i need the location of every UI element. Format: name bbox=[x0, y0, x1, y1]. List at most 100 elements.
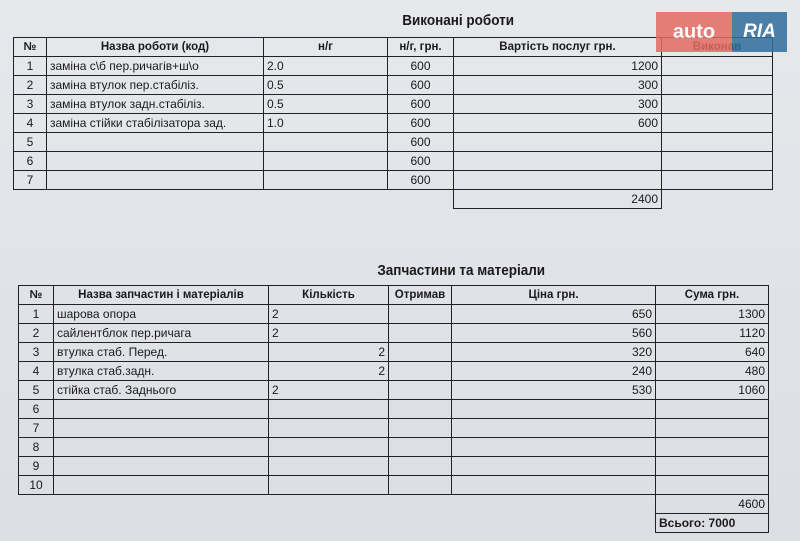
work-name: заміна стійки стабілізатора зад. bbox=[46, 113, 264, 133]
row-number: 4 bbox=[18, 361, 54, 381]
header-cell: Сума грн. bbox=[655, 285, 769, 305]
header-cell: Назва роботи (код) bbox=[46, 37, 264, 57]
sum bbox=[655, 399, 769, 419]
header-cell: Назва запчастин і матеріалів bbox=[53, 285, 269, 305]
performer bbox=[661, 151, 773, 171]
work-name bbox=[46, 151, 264, 171]
part-name: втулка стаб. Перед. bbox=[53, 342, 269, 362]
blank bbox=[662, 190, 773, 209]
quantity bbox=[268, 475, 389, 495]
received bbox=[388, 437, 452, 457]
norm-hours bbox=[263, 170, 388, 190]
works-total: 2400 bbox=[453, 189, 662, 209]
sum bbox=[655, 437, 769, 457]
table-row: 4 заміна стійки стабілізатора зад. 1.0 600 6… bbox=[13, 113, 773, 133]
service-cost bbox=[453, 132, 662, 152]
norm-hours: 0.5 bbox=[263, 75, 388, 95]
sum bbox=[655, 456, 769, 476]
grand-total: Всього: 7000 bbox=[655, 513, 769, 533]
header-cell: Отримав bbox=[388, 285, 452, 305]
grand-total-row: Всього: 7000 bbox=[19, 513, 769, 533]
blank bbox=[269, 495, 389, 514]
norm-hours: 1.0 bbox=[263, 113, 388, 133]
blank bbox=[19, 495, 54, 514]
table-row: 4 втулка стаб.задн. 2 240 480 bbox=[18, 361, 769, 381]
norm-hours: 0.5 bbox=[263, 94, 388, 114]
price bbox=[451, 456, 656, 476]
quantity: 2 bbox=[268, 361, 389, 381]
received bbox=[388, 304, 452, 324]
header-cell: н/г bbox=[263, 37, 388, 57]
received bbox=[388, 323, 452, 343]
header-cell: № bbox=[13, 37, 47, 57]
price: 650 bbox=[451, 304, 656, 324]
sum: 1120 bbox=[655, 323, 769, 343]
header-cell: Вартість послуг грн. bbox=[453, 37, 662, 57]
sum: 640 bbox=[655, 342, 769, 362]
header-cell: № bbox=[18, 285, 54, 305]
work-name: заміна с\б пер.ричагів+ш\о bbox=[46, 56, 264, 76]
hour-rate: 600 bbox=[387, 56, 454, 76]
norm-hours: 2.0 bbox=[263, 56, 388, 76]
received bbox=[388, 380, 452, 400]
received bbox=[388, 361, 452, 381]
row-number: 6 bbox=[13, 151, 47, 171]
sum bbox=[655, 418, 769, 438]
row-number: 10 bbox=[18, 475, 54, 495]
part-name: шарова опора bbox=[53, 304, 269, 324]
row-number: 5 bbox=[18, 380, 54, 400]
work-name: заміна втулок задн.стабіліз. bbox=[46, 94, 264, 114]
received bbox=[388, 418, 452, 438]
autoria-watermark-logo: auto RIA bbox=[656, 12, 787, 52]
total-row: 2400 bbox=[14, 189, 773, 209]
part-name: втулка стаб.задн. bbox=[53, 361, 269, 381]
work-name bbox=[46, 132, 264, 152]
blank bbox=[54, 495, 269, 514]
table-row: 5 600 bbox=[13, 132, 773, 152]
quantity: 2 bbox=[268, 323, 389, 343]
blank bbox=[19, 514, 54, 533]
performer bbox=[661, 94, 773, 114]
quantity bbox=[268, 437, 389, 457]
header-cell: н/г, грн. bbox=[387, 37, 454, 57]
service-cost: 600 bbox=[453, 113, 662, 133]
service-cost: 300 bbox=[453, 75, 662, 95]
blank bbox=[54, 514, 269, 533]
blank bbox=[14, 190, 47, 209]
row-number: 7 bbox=[13, 170, 47, 190]
received bbox=[388, 399, 452, 419]
header-cell: Ціна грн. bbox=[451, 285, 656, 305]
quantity bbox=[268, 418, 389, 438]
row-number: 2 bbox=[13, 75, 47, 95]
parts-table: № Назва запчастин і матеріалів Кількість От… bbox=[18, 285, 769, 533]
sum bbox=[655, 475, 769, 495]
price: 560 bbox=[451, 323, 656, 343]
sum: 480 bbox=[655, 361, 769, 381]
parts-title: Запчастини та матеріали bbox=[377, 262, 546, 279]
quantity: 2 bbox=[268, 380, 389, 400]
table-row: 5 стійка стаб. Заднього 2 530 1060 bbox=[18, 380, 769, 400]
works-table: № Назва роботи (код) н/г н/г, грн. Вартість … bbox=[13, 37, 773, 209]
price bbox=[451, 437, 656, 457]
total-row: 4600 bbox=[19, 494, 769, 514]
blank bbox=[388, 190, 454, 209]
row-number: 6 bbox=[18, 399, 54, 419]
table-row: 10 bbox=[18, 475, 769, 495]
row-number: 8 bbox=[18, 437, 54, 457]
table-row: 2 сайлентблок пер.ричага 2 560 1120 bbox=[18, 323, 769, 343]
blank bbox=[452, 495, 656, 514]
table-row: 1 шарова опора 2 650 1300 bbox=[18, 304, 769, 324]
header-cell: Кількість bbox=[268, 285, 389, 305]
table-row: 7 600 bbox=[13, 170, 773, 190]
performer bbox=[661, 132, 773, 152]
works-title: Виконані роботи bbox=[402, 12, 515, 29]
performer bbox=[661, 170, 773, 190]
quantity bbox=[268, 456, 389, 476]
row-number: 4 bbox=[13, 113, 47, 133]
price: 240 bbox=[451, 361, 656, 381]
service-cost bbox=[453, 151, 662, 171]
work-name bbox=[46, 170, 264, 190]
service-cost: 1200 bbox=[453, 56, 662, 76]
quantity bbox=[268, 399, 389, 419]
price bbox=[451, 418, 656, 438]
